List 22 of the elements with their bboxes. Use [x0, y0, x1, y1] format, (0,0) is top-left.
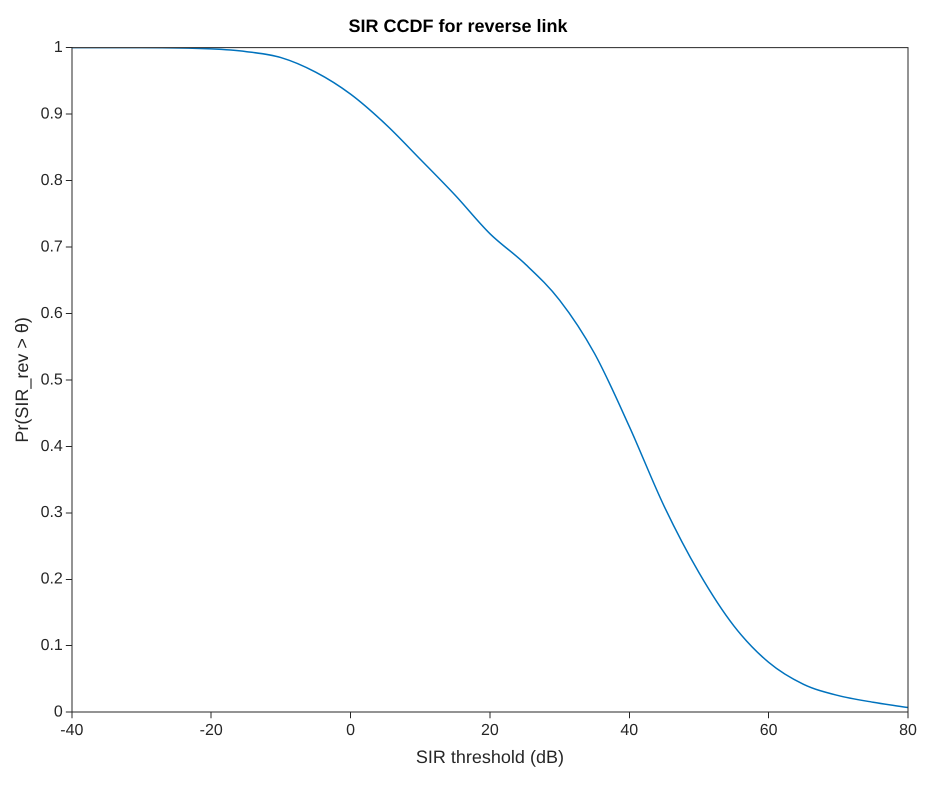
line-series — [72, 48, 908, 708]
y-tick-label: 0 — [54, 704, 63, 721]
x-tick-label: 80 — [899, 722, 917, 740]
x-axis-title: SIR threshold (dB) — [416, 747, 564, 768]
chart-title: SIR CCDF for reverse link — [348, 16, 569, 36]
x-tick-label: -20 — [200, 722, 223, 740]
y-tick-label: 0.8 — [40, 172, 63, 189]
y-tick-label: 0.5 — [40, 371, 63, 388]
y-tick-label: 0.3 — [40, 504, 63, 522]
x-tick-label: -40 — [60, 722, 84, 740]
y-tick-label: 0.6 — [40, 304, 63, 322]
y-tick-label: 0.7 — [40, 238, 63, 256]
y-tick-label: 0.2 — [40, 570, 63, 588]
x-tick-label: 40 — [620, 722, 638, 740]
y-tick-label: 0.4 — [40, 438, 63, 455]
y-tick-label: 0.9 — [40, 105, 63, 122]
y-axis-title: Pr(SIR_rev > θ) — [12, 317, 32, 443]
y-tick-label: 1 — [54, 39, 63, 56]
y-tick-label: 0.1 — [40, 637, 63, 654]
x-tick-label: 0 — [346, 722, 356, 740]
x-tick-label: 20 — [481, 722, 499, 740]
x-tick-label: 60 — [760, 722, 778, 740]
